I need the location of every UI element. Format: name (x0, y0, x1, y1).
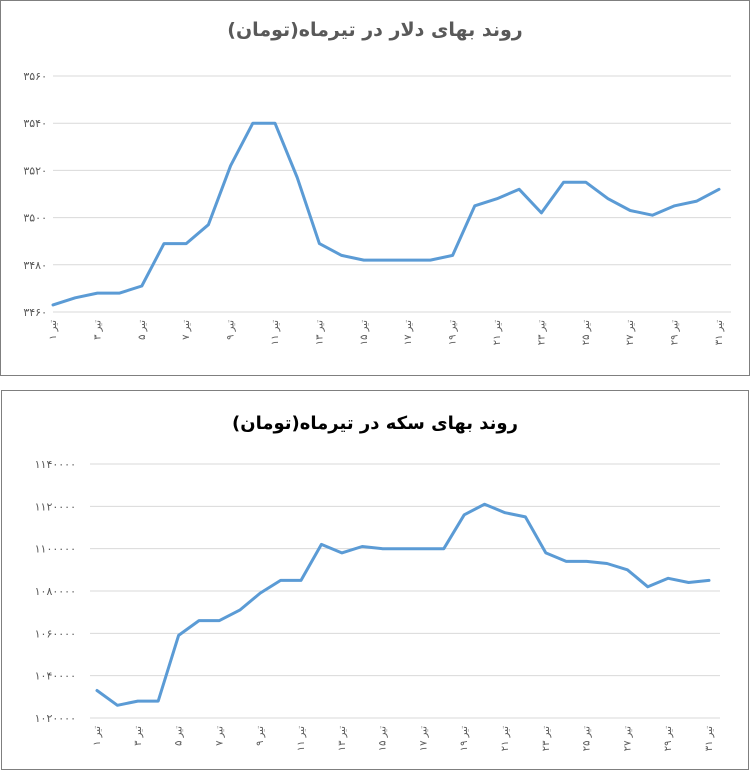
dollar-chart-x-tick-label: ۱۷ تیر (403, 320, 414, 345)
coin-chart-x-tick-label: ۱۵ تیر (378, 726, 389, 751)
dollar-chart-x-tick-label: ۹ تیر (226, 320, 237, 340)
coin-chart-panel: روند بهای سکه در تیرماه(تومان) ۱۰۲۰۰۰۰ ۱۰… (1, 390, 749, 770)
coin-chart-y-tick-label: ۱۱۴۰۰۰۰ (35, 458, 76, 471)
coin-chart-x-tick-label: ۳۱ تیر (704, 726, 715, 751)
coin-chart-series-line (95, 502, 711, 707)
coin-chart-y-tick-label: ۱۰۴۰۰۰۰ (35, 670, 76, 683)
coin-chart-x-tick-label: ۱۳ تیر (337, 726, 348, 751)
dollar-chart-y-tick-label: ۳۴۶۰ (23, 306, 47, 319)
coin-chart-x-tick-label: ۲۱ تیر (500, 726, 511, 751)
dollar-chart-x-tick-label: ۲۹ تیر (670, 320, 681, 345)
coin-chart-x-tick-label: ۱۷ تیر (418, 726, 429, 751)
coin-chart-x-tick-label: ۳ تیر (133, 726, 144, 746)
coin-chart-x-tick-label: ۲۳ تیر (541, 726, 552, 751)
dollar-chart-y-tick-label: ۳۵۲۰ (23, 164, 47, 177)
dollar-chart-x-tick-label: ۳ تیر (92, 320, 103, 340)
coin-chart-y-tick-label: ۱۱۲۰۰۰۰ (35, 500, 76, 513)
dollar-chart-title: روند بهای دلار در تیرماه(تومان) (227, 19, 523, 41)
dollar-chart-y-tick-label: ۳۵۴۰ (23, 117, 47, 130)
dollar-chart-y-tick-label: ۳۵۰۰ (23, 212, 47, 225)
dollar-chart-series-line (51, 121, 721, 307)
dollar-chart-x-tick-label: ۵ تیر (137, 320, 148, 340)
coin-chart-x-tick-label: ۱ تیر (92, 726, 103, 746)
dollar-chart-x-tick-label: ۲۳ تیر (536, 320, 547, 345)
coin-chart-y-tick-label: ۱۰۲۰۰۰۰ (35, 712, 76, 725)
dollar-chart-x-tick-label: ۳۱ تیر (714, 320, 725, 345)
dollar-chart-x-tick-label: ۲۷ تیر (625, 320, 636, 345)
coin-chart-y-tick-label: ۱۰۶۰۰۰۰ (35, 627, 76, 640)
dollar-chart-x-tick-label: ۲۱ تیر (492, 320, 503, 345)
dollar-chart-x-tick-label: ۱۱ تیر (270, 320, 281, 345)
dollar-chart-x-tick-label: ۱۹ تیر (448, 320, 459, 345)
coin-chart-y-tick-label: ۱۱۰۰۰۰۰ (35, 543, 76, 556)
dollar-chart-x-tick-label: ۷ تیر (181, 320, 192, 340)
dollar-chart-y-tick-label: ۳۴۸۰ (23, 259, 47, 272)
coin-chart-x-tick-label: ۲۹ تیر (663, 726, 674, 751)
dollar-chart-x-tick-label: ۱۳ تیر (314, 320, 325, 345)
coin-chart-x-tick-label: ۵ تیر (174, 726, 185, 746)
coin-chart-x-tick-label: ۱۹ تیر (459, 726, 470, 751)
dollar-chart-x-tick-label: ۱۵ تیر (359, 320, 370, 345)
dollar-chart-plot: ۳۴۶۰ ۳۴۸۰ ۳۵۰۰ ۳۵۲۰ ۳۵۴۰ ۳۵۶۰ ۱ تیر ۳ تیر ۵ تیر ۷… (23, 70, 731, 345)
coin-chart-x-tick-label: ۹ تیر (255, 726, 266, 746)
dollar-chart-panel: روند بهای دلار در تیرماه(تومان) ۳۴۶۰ ۳۴۸۰… (0, 0, 750, 376)
coin-chart-x-tick-label: ۱۱ تیر (296, 726, 307, 751)
coin-chart-x-tick-label: ۷ تیر (214, 726, 225, 746)
coin-chart-x-tick-label: ۲۷ تیر (622, 726, 633, 751)
dollar-chart-x-tick-label: ۲۵ تیر (581, 320, 592, 345)
coin-chart-title: روند بهای سکه در تیرماه(تومان) (232, 413, 518, 434)
dollar-chart-y-tick-label: ۳۵۶۰ (23, 70, 47, 83)
coin-chart-plot: ۱۰۲۰۰۰۰ ۱۰۴۰۰۰۰ ۱۰۶۰۰۰۰ ۱۰۸۰۰۰۰ ۱۱۰۰۰۰۰ ۱۱۲۰۰… (35, 458, 720, 751)
dollar-chart-x-tick-label: ۱ تیر (48, 320, 59, 340)
coin-chart-y-tick-label: ۱۰۸۰۰۰۰ (35, 585, 76, 598)
coin-chart-x-tick-label: ۲۵ تیر (582, 726, 593, 751)
